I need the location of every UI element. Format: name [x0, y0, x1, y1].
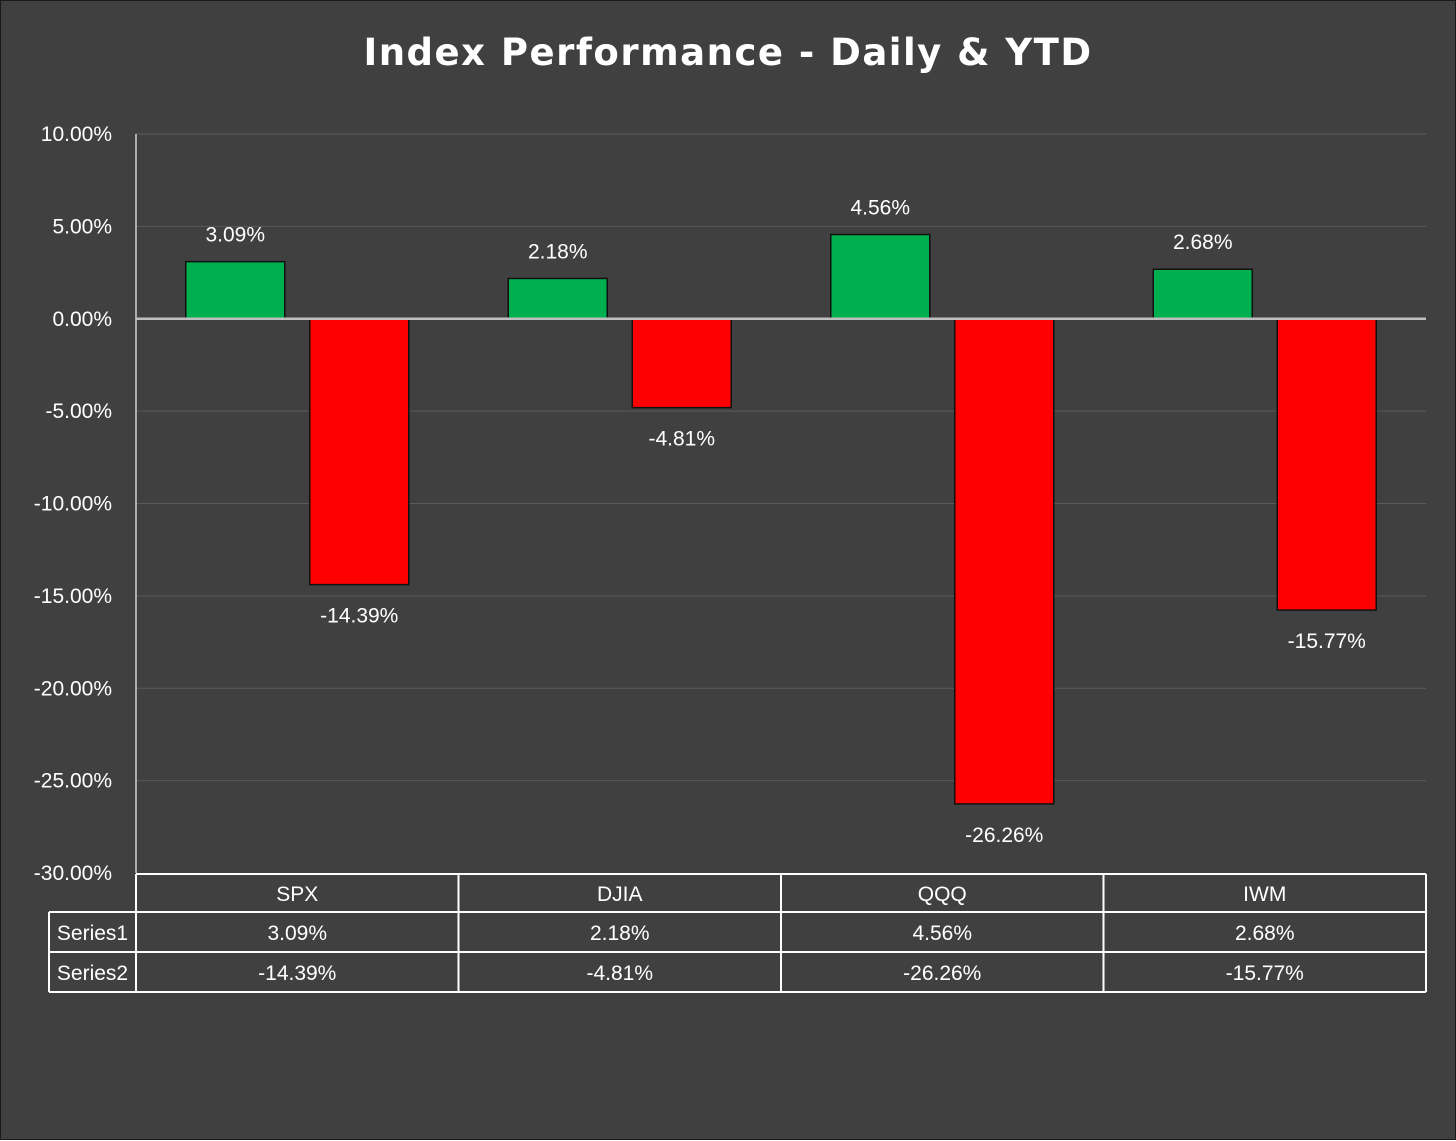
y-tick-label: -15.00% — [34, 585, 112, 608]
x-category-label: SPX — [276, 883, 318, 906]
chart-title: Index Performance - Daily & YTD — [363, 31, 1092, 74]
table-cell: 2.18% — [590, 922, 650, 945]
y-tick-label: 5.00% — [52, 215, 112, 238]
table-cell: 2.68% — [1235, 922, 1295, 945]
table-series-name: Series1 — [57, 922, 128, 945]
bar-series1-qqq — [830, 233, 931, 320]
y-tick-label: -20.00% — [34, 677, 112, 700]
y-tick-label: 0.00% — [52, 308, 112, 331]
x-category-label: QQQ — [918, 883, 967, 906]
y-tick-label: -30.00% — [34, 862, 112, 885]
bar-series2-spx — [309, 318, 410, 586]
y-tick-label: -5.00% — [45, 400, 112, 423]
table-series-name: Series2 — [57, 962, 128, 985]
bar-series2-iwm — [1276, 318, 1377, 611]
bar-series1-djia — [507, 277, 608, 320]
x-category-label: DJIA — [597, 883, 643, 906]
table-cell: -14.39% — [258, 962, 336, 985]
y-axis: 10.00% 5.00% 0.00% -5.00% -10.00% -15.00% -20.… — [34, 123, 137, 885]
data-table: SPX DJIA QQQ IWM Series1 3.09% 2.18% 4.56% 2.68%… — [48, 873, 1427, 993]
data-label: 3.09% — [205, 224, 265, 247]
y-tick-label: -10.00% — [34, 493, 112, 516]
y-tick-label: -25.00% — [34, 770, 112, 793]
data-label: -26.26% — [965, 824, 1043, 847]
bars — [185, 233, 1377, 805]
bar-series1-spx — [185, 260, 286, 320]
bar-series2-qqq — [954, 318, 1055, 805]
table-cell: -26.26% — [903, 962, 981, 985]
data-label: 2.68% — [1173, 231, 1233, 254]
data-label: -14.39% — [320, 605, 398, 628]
table-cell: -4.81% — [586, 962, 653, 985]
data-labels: 3.09% 2.18% 4.56% 2.68% -14.39% -4.81% -26.26%… — [205, 197, 1365, 847]
table-cell: 3.09% — [267, 922, 327, 945]
data-label: -4.81% — [648, 428, 715, 451]
y-tick-label: 10.00% — [41, 123, 112, 146]
table-cell: 4.56% — [912, 922, 972, 945]
data-label: 2.18% — [528, 240, 588, 263]
data-label: 4.56% — [850, 197, 910, 220]
x-category-label: IWM — [1243, 883, 1286, 906]
table-cell: -15.77% — [1226, 962, 1304, 985]
bar-series1-iwm — [1152, 268, 1253, 320]
data-label: -15.77% — [1288, 630, 1366, 653]
bar-series2-djia — [631, 318, 732, 409]
